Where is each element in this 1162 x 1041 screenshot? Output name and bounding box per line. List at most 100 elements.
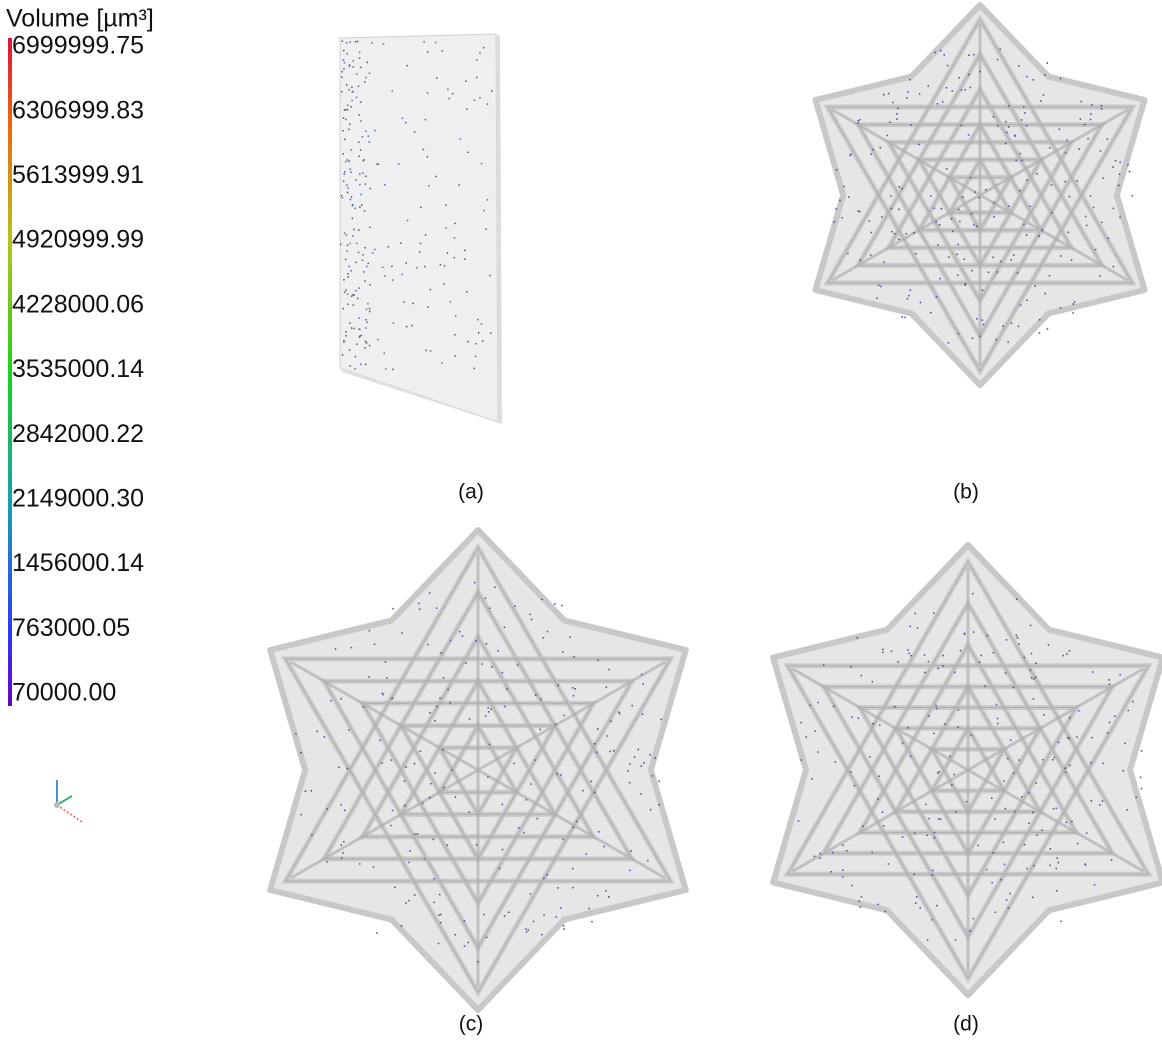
- speck: [1033, 79, 1035, 81]
- speck: [1049, 147, 1051, 149]
- speck: [1080, 118, 1082, 120]
- speck: [954, 672, 956, 674]
- speck: [374, 130, 376, 132]
- speck: [647, 860, 649, 862]
- speck: [994, 818, 996, 820]
- speck: [346, 184, 348, 186]
- speck: [951, 784, 953, 786]
- speck: [392, 279, 394, 281]
- speck: [1035, 782, 1037, 784]
- speck: [374, 249, 376, 251]
- speck: [363, 706, 365, 708]
- speck: [1043, 714, 1045, 716]
- speck: [897, 661, 899, 663]
- speck: [1127, 164, 1129, 166]
- speck: [424, 266, 426, 268]
- speck: [1003, 780, 1005, 782]
- speck: [347, 768, 349, 770]
- speck: [433, 878, 435, 880]
- speck: [384, 184, 386, 186]
- speck: [835, 761, 837, 763]
- speck: [506, 688, 508, 690]
- speck: [914, 874, 916, 876]
- speck: [1047, 62, 1049, 64]
- speck: [363, 271, 365, 273]
- speck: [300, 752, 302, 754]
- speck: [968, 134, 970, 136]
- speck: [405, 902, 407, 904]
- speck: [1108, 679, 1110, 681]
- speck: [517, 664, 519, 666]
- speck: [798, 820, 800, 822]
- speck: [454, 257, 456, 259]
- speck: [968, 74, 970, 76]
- speck: [348, 266, 350, 268]
- speck: [1140, 777, 1142, 779]
- speck: [1099, 275, 1101, 277]
- speck: [419, 251, 421, 253]
- speck: [479, 97, 481, 99]
- speck: [1015, 160, 1017, 162]
- speck: [1060, 307, 1062, 309]
- speck: [1127, 809, 1129, 811]
- speck: [351, 196, 353, 198]
- speck: [650, 809, 652, 811]
- speck: [1076, 736, 1078, 738]
- speck: [970, 930, 972, 932]
- speck: [1058, 862, 1060, 864]
- speck: [350, 199, 352, 201]
- speck: [359, 335, 361, 337]
- speck: [985, 685, 987, 687]
- speck: [1018, 65, 1020, 67]
- speck: [1102, 763, 1104, 765]
- speck: [414, 131, 416, 133]
- speck: [344, 292, 346, 294]
- speck: [430, 350, 432, 352]
- speck: [1114, 715, 1116, 717]
- speck: [347, 304, 349, 306]
- speck: [1017, 272, 1019, 274]
- speck: [978, 197, 980, 199]
- speck: [454, 355, 456, 357]
- speck: [977, 845, 979, 847]
- speck: [478, 332, 480, 334]
- speck: [1087, 138, 1089, 140]
- speck: [638, 749, 640, 751]
- speck: [1060, 921, 1062, 923]
- speck: [497, 650, 499, 652]
- speck: [629, 870, 631, 872]
- speck: [996, 704, 998, 706]
- speck: [526, 799, 528, 801]
- speck: [1013, 254, 1015, 256]
- speck: [927, 939, 929, 941]
- speck: [842, 844, 844, 846]
- speck: [535, 695, 537, 697]
- speck: [964, 633, 966, 635]
- speck: [1052, 759, 1054, 761]
- speck: [1028, 792, 1030, 794]
- speck: [1045, 293, 1047, 295]
- speck: [364, 247, 366, 249]
- speck: [628, 770, 630, 772]
- speck: [1129, 171, 1131, 173]
- speck: [489, 275, 491, 277]
- speck: [488, 711, 490, 713]
- speck: [1109, 722, 1111, 724]
- speck: [1099, 804, 1101, 806]
- speck: [392, 810, 394, 812]
- speck: [928, 661, 930, 663]
- speck: [433, 839, 435, 841]
- speck: [487, 707, 489, 709]
- speck: [597, 728, 599, 730]
- speck: [368, 135, 370, 137]
- speck: [898, 239, 900, 241]
- speck: [983, 324, 985, 326]
- speck: [352, 218, 354, 220]
- speck: [629, 782, 631, 784]
- speck: [352, 235, 354, 237]
- speck: [438, 943, 440, 945]
- speck: [1035, 676, 1037, 678]
- speck: [358, 86, 360, 88]
- speck: [948, 342, 950, 344]
- speck: [857, 122, 859, 124]
